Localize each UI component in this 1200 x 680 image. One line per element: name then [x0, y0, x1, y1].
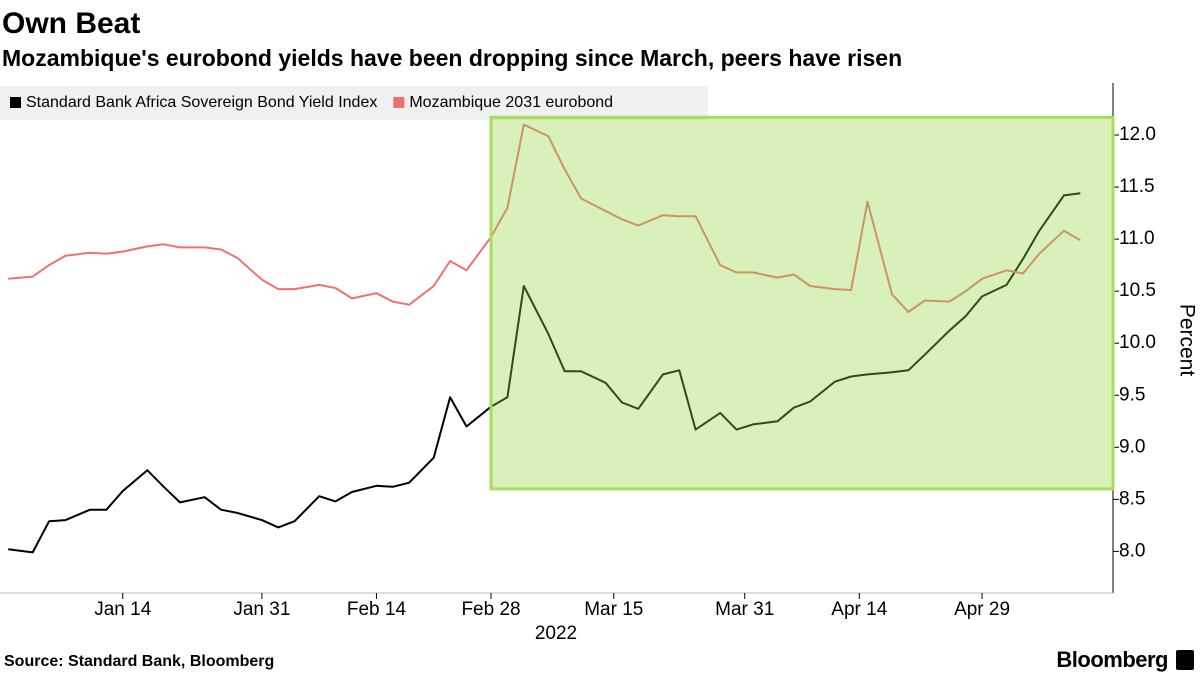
legend-swatch — [10, 97, 21, 108]
y-tick-label: 10.5 — [1119, 280, 1156, 301]
legend-label: Mozambique 2031 eurobond — [409, 94, 613, 111]
chart-subtitle: Mozambique's eurobond yields have been d… — [2, 45, 902, 71]
legend-swatch — [393, 97, 405, 108]
brand-icon — [1176, 650, 1194, 670]
x-tick-label: Jan 14 — [94, 599, 151, 620]
legend-background — [0, 86, 708, 120]
x-tick-label: Apr 14 — [831, 599, 887, 620]
y-tick-label: 11.5 — [1119, 176, 1155, 197]
x-tick-label: Mar 31 — [715, 599, 774, 620]
x-tick-label: Mar 15 — [584, 599, 643, 620]
chart-title: Own Beat — [2, 7, 140, 40]
y-tick-label: 8.5 — [1119, 488, 1145, 509]
x-sublabel: 2022 — [535, 623, 577, 644]
x-tick-label: Feb 14 — [347, 599, 407, 620]
y-tick-label: 10.0 — [1119, 332, 1156, 353]
brand: Bloomberg — [1056, 647, 1168, 672]
legend-label: Standard Bank Africa Sovereign Bond Yiel… — [26, 94, 377, 111]
x-tick-label: Apr 29 — [954, 599, 1010, 620]
y-tick-label: 9.0 — [1119, 436, 1145, 457]
x-tick-label: Jan 31 — [233, 599, 290, 620]
y-tick-label: 11.0 — [1119, 228, 1155, 249]
series-line — [8, 123, 1081, 313]
x-tick-label: Feb 28 — [461, 599, 520, 620]
highlight-region — [489, 115, 1115, 491]
source: Source: Standard Bank, Bloomberg — [4, 653, 274, 670]
y-tick-label: 9.5 — [1119, 384, 1145, 405]
series-line — [8, 192, 1081, 554]
y-tick-label: 12.0 — [1119, 124, 1156, 145]
y-tick-label: 8.0 — [1119, 540, 1145, 561]
y-axis-label: Percent — [1175, 304, 1198, 377]
